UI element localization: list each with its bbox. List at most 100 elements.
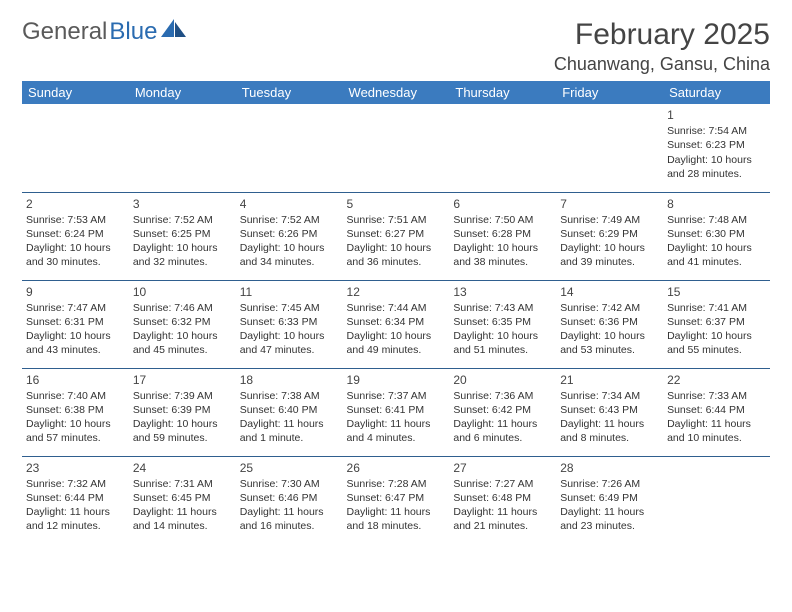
sunrise-text: Sunrise: 7:32 AM	[26, 477, 125, 491]
calendar-cell	[236, 104, 343, 192]
day-number: 15	[667, 284, 766, 300]
calendar-cell: 28Sunrise: 7:26 AMSunset: 6:49 PMDayligh…	[556, 456, 663, 544]
sunset-text: Sunset: 6:40 PM	[240, 403, 339, 417]
calendar-cell: 18Sunrise: 7:38 AMSunset: 6:40 PMDayligh…	[236, 368, 343, 456]
daylight-text: Daylight: 10 hours and 45 minutes.	[133, 329, 232, 357]
calendar-cell: 21Sunrise: 7:34 AMSunset: 6:43 PMDayligh…	[556, 368, 663, 456]
sunrise-text: Sunrise: 7:43 AM	[453, 301, 552, 315]
sunrise-text: Sunrise: 7:28 AM	[347, 477, 446, 491]
calendar-cell: 20Sunrise: 7:36 AMSunset: 6:42 PMDayligh…	[449, 368, 556, 456]
day-header: Wednesday	[343, 81, 450, 104]
sunrise-text: Sunrise: 7:26 AM	[560, 477, 659, 491]
calendar-cell: 7Sunrise: 7:49 AMSunset: 6:29 PMDaylight…	[556, 192, 663, 280]
sunrise-text: Sunrise: 7:30 AM	[240, 477, 339, 491]
day-number: 27	[453, 460, 552, 476]
sunset-text: Sunset: 6:25 PM	[133, 227, 232, 241]
sunrise-text: Sunrise: 7:40 AM	[26, 389, 125, 403]
day-number: 2	[26, 196, 125, 212]
calendar-table: SundayMondayTuesdayWednesdayThursdayFrid…	[22, 81, 770, 544]
sunrise-text: Sunrise: 7:34 AM	[560, 389, 659, 403]
calendar-body: 1Sunrise: 7:54 AMSunset: 6:23 PMDaylight…	[22, 104, 770, 544]
daylight-text: Daylight: 10 hours and 57 minutes.	[26, 417, 125, 445]
sunset-text: Sunset: 6:42 PM	[453, 403, 552, 417]
day-number: 13	[453, 284, 552, 300]
calendar-cell: 25Sunrise: 7:30 AMSunset: 6:46 PMDayligh…	[236, 456, 343, 544]
sunrise-text: Sunrise: 7:51 AM	[347, 213, 446, 227]
sunrise-text: Sunrise: 7:44 AM	[347, 301, 446, 315]
day-header: Thursday	[449, 81, 556, 104]
calendar-cell: 10Sunrise: 7:46 AMSunset: 6:32 PMDayligh…	[129, 280, 236, 368]
daylight-text: Daylight: 10 hours and 55 minutes.	[667, 329, 766, 357]
daylight-text: Daylight: 10 hours and 36 minutes.	[347, 241, 446, 269]
day-number: 22	[667, 372, 766, 388]
day-number: 17	[133, 372, 232, 388]
daylight-text: Daylight: 11 hours and 6 minutes.	[453, 417, 552, 445]
logo: GeneralBlue	[22, 18, 187, 46]
daylight-text: Daylight: 11 hours and 21 minutes.	[453, 505, 552, 533]
calendar-cell: 19Sunrise: 7:37 AMSunset: 6:41 PMDayligh…	[343, 368, 450, 456]
daylight-text: Daylight: 10 hours and 32 minutes.	[133, 241, 232, 269]
day-number: 21	[560, 372, 659, 388]
day-number: 26	[347, 460, 446, 476]
logo-text-blue: Blue	[109, 18, 157, 46]
sunrise-text: Sunrise: 7:54 AM	[667, 124, 766, 138]
sunset-text: Sunset: 6:45 PM	[133, 491, 232, 505]
calendar-week-row: 2Sunrise: 7:53 AMSunset: 6:24 PM Daylight…	[22, 192, 770, 280]
sunset-text: Sunset: 6:48 PM	[453, 491, 552, 505]
daylight-text: Daylight: 10 hours and 41 minutes.	[667, 241, 766, 269]
logo-text-general: General	[22, 18, 107, 46]
sunset-text: Sunset: 6:43 PM	[560, 403, 659, 417]
calendar-cell: 27Sunrise: 7:27 AMSunset: 6:48 PMDayligh…	[449, 456, 556, 544]
sunset-text: Sunset: 6:47 PM	[347, 491, 446, 505]
sunrise-text: Sunrise: 7:45 AM	[240, 301, 339, 315]
sunrise-text: Sunrise: 7:53 AM	[26, 213, 125, 227]
daylight-text: Daylight: 10 hours and 34 minutes.	[240, 241, 339, 269]
sunset-text: Sunset: 6:46 PM	[240, 491, 339, 505]
calendar-cell	[663, 456, 770, 544]
location-label: Chuanwang, Gansu, China	[554, 54, 770, 75]
day-number: 10	[133, 284, 232, 300]
sunset-text: Sunset: 6:24 PM	[26, 227, 125, 241]
sunset-text: Sunset: 6:41 PM	[347, 403, 446, 417]
sunset-text: Sunset: 6:29 PM	[560, 227, 659, 241]
calendar-week-row: 23Sunrise: 7:32 AMSunset: 6:44 PM Dayligh…	[22, 456, 770, 544]
calendar-week-row: 1Sunrise: 7:54 AMSunset: 6:23 PMDaylight…	[22, 104, 770, 192]
day-header: Friday	[556, 81, 663, 104]
sunset-text: Sunset: 6:30 PM	[667, 227, 766, 241]
calendar-cell: 23Sunrise: 7:32 AMSunset: 6:44 PMDayligh…	[22, 456, 129, 544]
calendar-cell: 12Sunrise: 7:44 AMSunset: 6:34 PMDayligh…	[343, 280, 450, 368]
daylight-text: Daylight: 10 hours and 39 minutes.	[560, 241, 659, 269]
day-number: 16	[26, 372, 125, 388]
sunset-text: Sunset: 6:35 PM	[453, 315, 552, 329]
sunrise-text: Sunrise: 7:38 AM	[240, 389, 339, 403]
sunrise-text: Sunrise: 7:31 AM	[133, 477, 232, 491]
daylight-text: Daylight: 11 hours and 18 minutes.	[347, 505, 446, 533]
day-number: 9	[26, 284, 125, 300]
day-number: 8	[667, 196, 766, 212]
calendar-cell: 5Sunrise: 7:51 AMSunset: 6:27 PMDaylight…	[343, 192, 450, 280]
calendar-cell: 24Sunrise: 7:31 AMSunset: 6:45 PMDayligh…	[129, 456, 236, 544]
calendar-cell	[556, 104, 663, 192]
daylight-text: Daylight: 10 hours and 43 minutes.	[26, 329, 125, 357]
calendar-cell: 13Sunrise: 7:43 AMSunset: 6:35 PMDayligh…	[449, 280, 556, 368]
day-number: 7	[560, 196, 659, 212]
sunrise-text: Sunrise: 7:52 AM	[240, 213, 339, 227]
calendar-cell: 3Sunrise: 7:52 AMSunset: 6:25 PMDaylight…	[129, 192, 236, 280]
day-number: 25	[240, 460, 339, 476]
daylight-text: Daylight: 10 hours and 47 minutes.	[240, 329, 339, 357]
sunset-text: Sunset: 6:28 PM	[453, 227, 552, 241]
sunrise-text: Sunrise: 7:36 AM	[453, 389, 552, 403]
sunrise-text: Sunrise: 7:37 AM	[347, 389, 446, 403]
sunset-text: Sunset: 6:44 PM	[26, 491, 125, 505]
day-number: 12	[347, 284, 446, 300]
calendar-header-row: SundayMondayTuesdayWednesdayThursdayFrid…	[22, 81, 770, 104]
daylight-text: Daylight: 11 hours and 23 minutes.	[560, 505, 659, 533]
day-number: 23	[26, 460, 125, 476]
daylight-text: Daylight: 11 hours and 14 minutes.	[133, 505, 232, 533]
sunset-text: Sunset: 6:37 PM	[667, 315, 766, 329]
calendar-cell: 2Sunrise: 7:53 AMSunset: 6:24 PMDaylight…	[22, 192, 129, 280]
calendar-cell: 4Sunrise: 7:52 AMSunset: 6:26 PMDaylight…	[236, 192, 343, 280]
calendar-cell: 17Sunrise: 7:39 AMSunset: 6:39 PMDayligh…	[129, 368, 236, 456]
sunrise-text: Sunrise: 7:42 AM	[560, 301, 659, 315]
sunset-text: Sunset: 6:36 PM	[560, 315, 659, 329]
